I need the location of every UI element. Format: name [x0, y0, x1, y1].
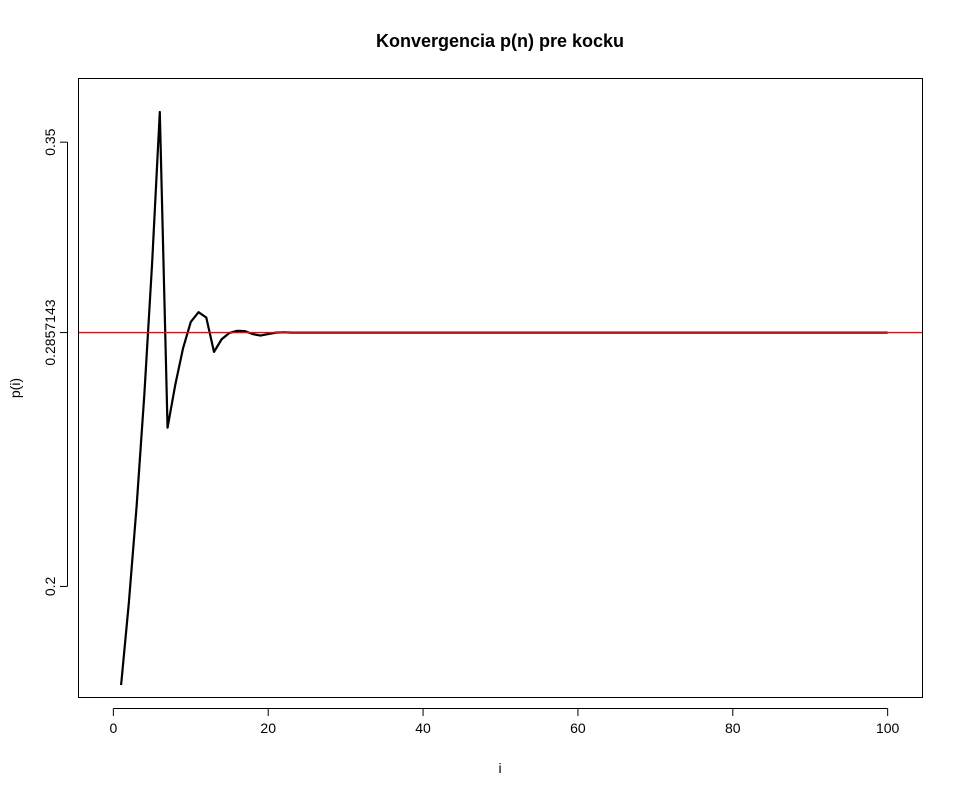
x-tick-label: 100 — [876, 720, 900, 736]
y-axis: 0.2 0.2857143 0.35 — [42, 128, 68, 596]
x-tick-label: 80 — [725, 720, 741, 736]
y-axis-label: p(i) — [7, 378, 23, 398]
y-tick-label: 0.35 — [42, 128, 58, 155]
plot-area — [78, 110, 923, 686]
x-axis: 0 20 40 60 80 100 — [109, 708, 900, 736]
x-tick-label: 0 — [109, 720, 117, 736]
x-tick-label: 40 — [415, 720, 431, 736]
y-tick-label: 0.2 — [42, 576, 58, 596]
plot-frame — [78, 78, 923, 698]
x-tick-label: 60 — [570, 720, 586, 736]
chart-title: Konvergencia p(n) pre kocku — [376, 31, 624, 51]
x-tick-label: 20 — [260, 720, 276, 736]
x-axis-label: i — [498, 760, 501, 776]
y-tick-label: 0.2857143 — [42, 299, 58, 365]
